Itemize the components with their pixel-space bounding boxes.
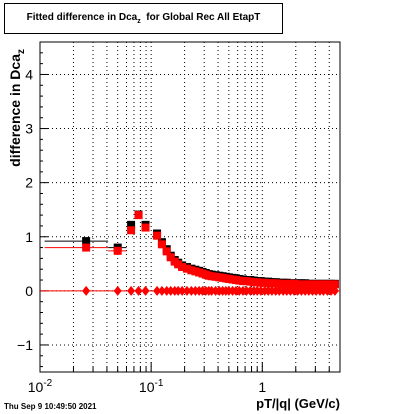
data-point-diamond — [141, 285, 150, 296]
data-point-square — [127, 220, 136, 229]
data-point-diamond — [187, 285, 196, 296]
data-point-square — [330, 280, 339, 289]
data-point-diamond — [157, 285, 166, 296]
data-points — [40, 210, 340, 296]
x-tick-label: 10-2 — [28, 378, 53, 395]
axes — [39, 41, 341, 373]
chart-title-box: Fitted difference in Dcaz for Global Rec… — [4, 3, 283, 34]
data-point-square — [166, 253, 175, 262]
data-point-diamond — [82, 285, 91, 296]
data-point-square — [157, 240, 166, 249]
y-tick-label: −1 — [17, 337, 33, 353]
data-point-diamond — [162, 285, 171, 296]
data-point-square — [187, 266, 196, 275]
data-point-diamond — [166, 285, 175, 296]
y-tick-label: 3 — [25, 121, 33, 137]
data-point-diamond — [182, 285, 191, 296]
data-point-diamond — [153, 285, 162, 296]
data-point-square — [153, 231, 162, 240]
data-point-diamond — [178, 285, 187, 296]
x-axis-title: pT/|q| (GeV/c) — [256, 396, 340, 411]
data-point-diamond — [134, 285, 143, 296]
data-point-square — [178, 263, 187, 272]
x-tick-label: 10-1 — [139, 378, 164, 395]
y-tick-label: 0 — [25, 283, 33, 299]
data-point-square — [134, 211, 143, 220]
data-point-square — [113, 246, 122, 255]
data-point-square — [127, 226, 136, 235]
data-point-square — [182, 264, 191, 273]
data-point-square — [82, 237, 91, 246]
data-point-square — [82, 243, 91, 252]
data-point-diamond — [127, 285, 136, 296]
x-tick-label: 1 — [258, 379, 266, 395]
y-tick-label: 2 — [25, 175, 33, 191]
data-point-square — [162, 247, 171, 256]
plot-frame — [39, 41, 341, 373]
timestamp: Thu Sep 9 10:49:50 2021 — [4, 402, 97, 411]
data-point-diamond — [113, 285, 122, 296]
data-point-square — [141, 223, 150, 232]
tick-labels: −1 0 1 2 3 4 10-2 10-1 1 — [17, 66, 266, 395]
data-point-diamond — [330, 285, 339, 296]
y-tick-label: 4 — [25, 66, 33, 82]
chart-title: Fitted difference in Dcaz for Global Rec… — [26, 12, 261, 25]
grid — [40, 42, 340, 372]
y-tick-label: 1 — [25, 229, 33, 245]
